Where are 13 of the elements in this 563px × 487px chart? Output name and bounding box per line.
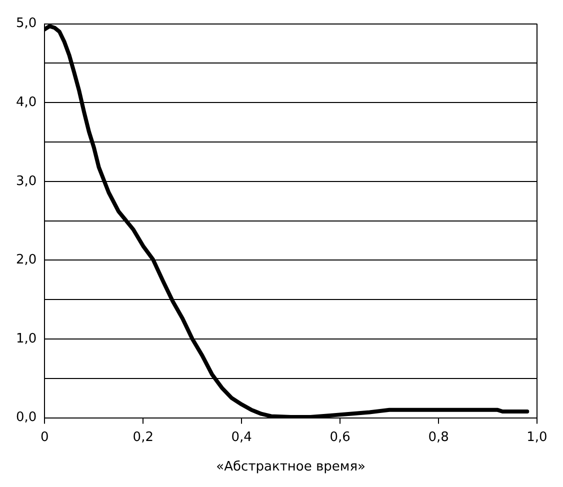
- x-tick-label: 0,2: [132, 430, 154, 445]
- x-tick-label: 0,6: [330, 430, 350, 445]
- x-axis-title: «Абстрактное время»: [216, 460, 366, 475]
- y-tick-label: 4,0: [16, 94, 37, 110]
- x-tick-label: 0: [40, 430, 49, 445]
- y-tick-label: 5,0: [16, 16, 37, 32]
- x-tick-label: 0,4: [231, 430, 252, 445]
- y-tick-label: 1,0: [16, 331, 37, 346]
- x-tick-label: 1,0: [526, 430, 548, 445]
- y-tick-label: 2,0: [16, 252, 37, 268]
- y-tick-label: 0,0: [16, 410, 37, 426]
- y-tick-label: 3,0: [16, 174, 37, 189]
- x-tick-label: 0,8: [428, 430, 449, 445]
